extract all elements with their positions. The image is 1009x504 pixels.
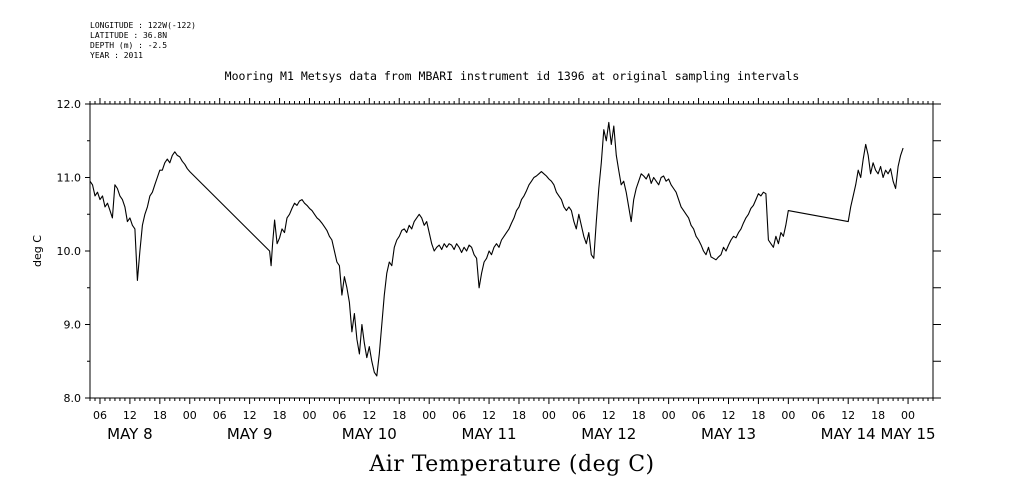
y-tick-label: 10.0: [57, 245, 82, 258]
longitude-text: LONGITUDE : 122W(-122): [90, 21, 196, 30]
x-hour-tick-label: 06: [692, 409, 706, 422]
x-hour-tick-label: 06: [452, 409, 466, 422]
x-hour-tick-label: 18: [751, 409, 765, 422]
data-layer: [89, 121, 904, 377]
x-day-label: MAY 15: [881, 425, 936, 443]
x-hour-tick-label: 00: [662, 409, 676, 422]
depth-text: DEPTH (m) : -2.5: [90, 41, 168, 50]
x-day-label: MAY 14: [821, 425, 876, 443]
x-day-label: MAY 11: [462, 425, 517, 443]
x-hour-tick-label: 18: [871, 409, 885, 422]
x-hour-tick-label: 12: [841, 409, 855, 422]
x-hour-tick-label: 00: [183, 409, 197, 422]
latitude-text: LATITUDE : 36.8N: [90, 31, 168, 40]
x-hour-tick-label: 00: [781, 409, 795, 422]
x-day-label: MAY 10: [342, 425, 397, 443]
plot-frame: [89, 103, 934, 399]
x-axis-label: Air Temperature (deg C): [369, 452, 655, 477]
x-hour-tick-label: 06: [93, 409, 107, 422]
x-hour-tick-label: 00: [302, 409, 316, 422]
x-hour-tick-label: 18: [632, 409, 646, 422]
x-hour-tick-label: 12: [482, 409, 496, 422]
x-hour-tick-label: 06: [332, 409, 346, 422]
y-axis-label: deg C: [31, 235, 44, 267]
x-hour-tick-label: 06: [213, 409, 227, 422]
x-hour-tick-label: 12: [602, 409, 616, 422]
x-day-label: MAY 9: [227, 425, 273, 443]
x-hour-tick-label: 18: [153, 409, 167, 422]
x-hour-tick-label: 12: [362, 409, 376, 422]
x-hour-tick-label: 18: [512, 409, 526, 422]
y-tick-label: 8.0: [64, 392, 82, 405]
chart-title: Mooring M1 Metsys data from MBARI instru…: [224, 69, 800, 83]
x-hour-tick-label: 00: [542, 409, 556, 422]
x-day-label: MAY 13: [701, 425, 756, 443]
x-hour-tick-label: 12: [123, 409, 137, 422]
x-hour-tick-label: 12: [721, 409, 735, 422]
x-hour-tick-label: 06: [572, 409, 586, 422]
axes: 8.0 9.0 10.0 11.0 12.0 06 12 18 00 06 12 18 00 06 12 18…: [57, 98, 941, 443]
x-hour-tick-label: 00: [422, 409, 436, 422]
x-hour-tick-label: 00: [901, 409, 915, 422]
x-day-label: MAY 8: [107, 425, 153, 443]
metadata-block: LONGITUDE : 122W(-122) LATITUDE : 36.8N …: [90, 21, 196, 61]
x-hour-tick-label: 18: [392, 409, 406, 422]
x-day-label: MAY 12: [581, 425, 636, 443]
y-tick-label: 9.0: [64, 319, 82, 332]
y-tick-label: 12.0: [57, 98, 82, 111]
y-tick-label: 11.0: [57, 172, 82, 185]
series-line: [89, 121, 904, 377]
year-text: YEAR : 2011: [90, 51, 143, 60]
x-hour-tick-label: 12: [243, 409, 257, 422]
x-hour-tick-label: 18: [273, 409, 287, 422]
x-hour-tick-label: 06: [811, 409, 825, 422]
